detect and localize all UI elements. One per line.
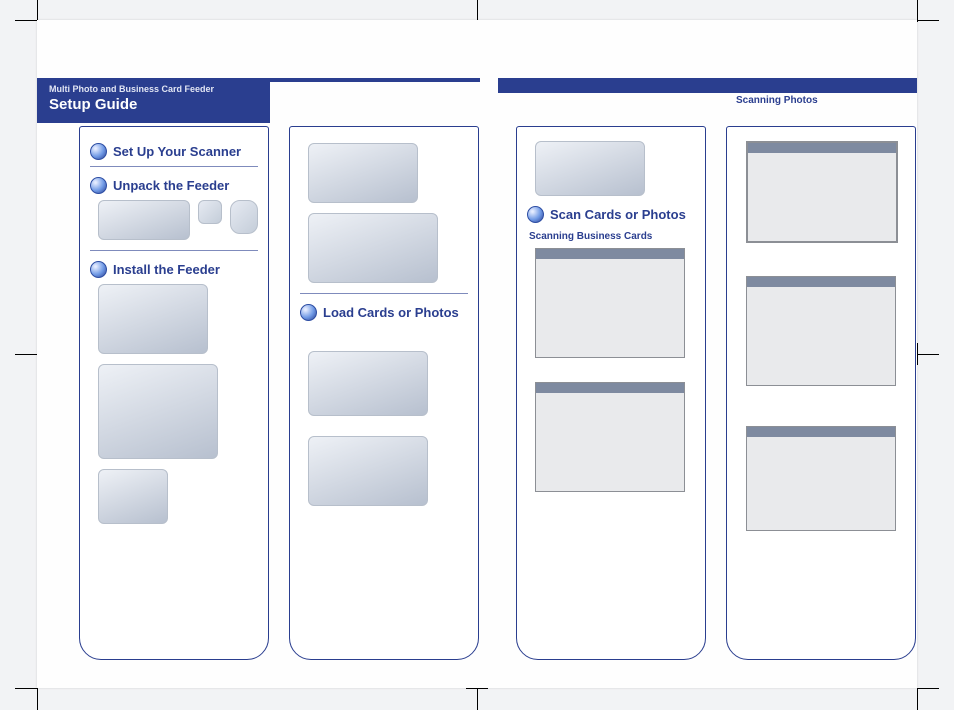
cropmark xyxy=(477,688,478,710)
panel-2: Load Cards or Photos xyxy=(289,126,479,660)
screenshot-card-software-2 xyxy=(535,382,685,492)
illus-row xyxy=(535,141,695,196)
cropmark xyxy=(15,688,37,689)
cropmark xyxy=(477,0,478,22)
illus-row xyxy=(308,213,468,283)
step-5: Scan Cards or Photos xyxy=(527,206,695,223)
cropmark xyxy=(917,0,918,22)
step-number-icon xyxy=(527,206,544,223)
illustration-scanner-closed xyxy=(98,284,208,354)
illus-row xyxy=(98,469,258,524)
step-number-icon xyxy=(90,143,107,160)
illus-row xyxy=(535,248,695,358)
illus-row xyxy=(98,200,258,240)
step-4: Load Cards or Photos xyxy=(300,304,468,321)
illustration-scanner-open xyxy=(98,364,218,459)
cropmark xyxy=(15,354,37,355)
step-title: Load Cards or Photos xyxy=(323,305,459,320)
panel-4: Scanning Photos xyxy=(726,126,916,660)
step-number-icon xyxy=(300,304,317,321)
illus-row xyxy=(98,364,258,459)
illustration-case xyxy=(230,200,258,234)
divider xyxy=(90,250,258,251)
illus-row xyxy=(535,382,695,492)
cropmark xyxy=(917,343,918,365)
cropmark xyxy=(37,0,38,22)
step-title: Install the Feeder xyxy=(113,262,220,277)
step-title: Unpack the Feeder xyxy=(113,178,229,193)
cropmark xyxy=(37,688,38,710)
doc-title: Setup Guide xyxy=(49,96,260,113)
illus-row xyxy=(308,436,468,506)
subhead-scanning-business-cards: Scanning Business Cards xyxy=(529,231,695,242)
mini-header xyxy=(498,78,707,93)
panel-3: Scan Cards or Photos Scanning Business C… xyxy=(516,126,706,660)
product-line: Multi Photo and Business Card Feeder xyxy=(49,84,260,94)
illustration-load-photos xyxy=(308,436,428,506)
cropmark xyxy=(917,20,939,21)
mini-tab xyxy=(270,78,480,82)
illus-row xyxy=(308,143,468,203)
cropmark xyxy=(15,20,37,21)
step-number-icon xyxy=(90,177,107,194)
illustration-assembled xyxy=(535,141,645,196)
illus-row xyxy=(308,351,468,416)
cropmark xyxy=(466,688,488,689)
cropmark xyxy=(917,354,939,355)
screenshot-card-software-1 xyxy=(535,248,685,358)
cropmark xyxy=(917,688,939,689)
illustration-part xyxy=(198,200,222,224)
mini-header xyxy=(707,78,917,93)
divider xyxy=(90,166,258,167)
illustration-attach-feeder xyxy=(308,143,418,203)
illustration-feeder xyxy=(98,200,190,240)
illus-row xyxy=(98,284,258,354)
panel-1: Set Up Your Scanner Unpack the Feeder In… xyxy=(79,126,269,660)
illustration-plug-cable xyxy=(308,213,438,283)
illustration-load-cards xyxy=(308,351,428,416)
step-1: Set Up Your Scanner xyxy=(90,143,258,160)
step-title: Scan Cards or Photos xyxy=(550,207,686,222)
cropmark xyxy=(917,688,918,710)
step-3: Install the Feeder xyxy=(90,261,258,278)
illustration-connector xyxy=(98,469,168,524)
step-number-icon xyxy=(90,261,107,278)
step-title: Set Up Your Scanner xyxy=(113,144,241,159)
header-bar: Multi Photo and Business Card Feeder Set… xyxy=(37,78,270,123)
subhead-scanning-photos-label: Scanning Photos xyxy=(736,95,818,106)
step-2: Unpack the Feeder xyxy=(90,177,258,194)
divider xyxy=(300,293,468,294)
